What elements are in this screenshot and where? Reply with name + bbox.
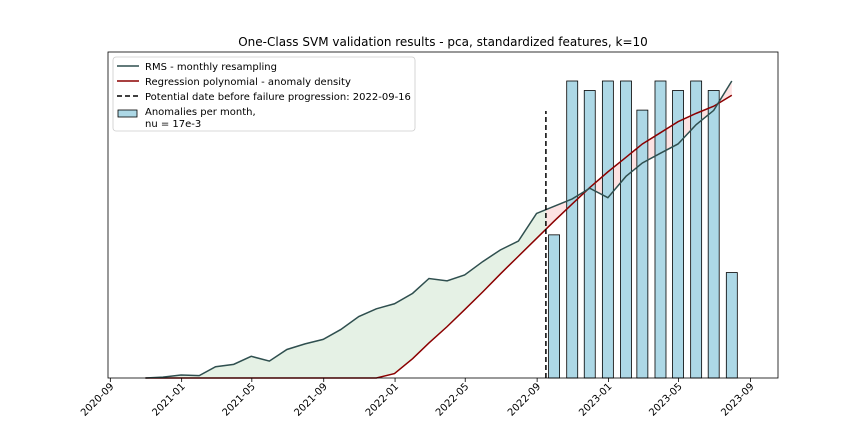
plot-frame bbox=[107, 51, 779, 379]
x-tick-label: 2021-05 bbox=[221, 381, 258, 418]
anomaly-bar bbox=[566, 80, 579, 379]
anomaly-bar bbox=[672, 90, 684, 379]
x-tick-label: 2022-09 bbox=[506, 381, 543, 418]
x-tick-label: 2023-09 bbox=[719, 381, 756, 418]
anomaly-bar bbox=[654, 80, 667, 379]
legend-label: Potential date before failure progressio… bbox=[145, 92, 411, 103]
legend-label-line: nu = 17e-3 bbox=[145, 119, 201, 130]
anomaly-bar bbox=[583, 90, 596, 379]
x-tick-label: 2021-01 bbox=[150, 381, 187, 418]
legend-label-line: RMS - monthly resampling bbox=[145, 62, 277, 73]
x-tick-label: 2022-01 bbox=[364, 381, 401, 418]
x-tick-label: 2023-05 bbox=[647, 381, 684, 418]
legend-label: Regression polynomial - anomaly density bbox=[145, 77, 351, 88]
x-tick-label: 2023-01 bbox=[577, 381, 614, 418]
legend-label-line: Potential date before failure progressio… bbox=[145, 92, 411, 103]
anomaly-bar bbox=[548, 234, 560, 379]
anomaly-bar bbox=[707, 90, 720, 379]
legend-label-line: Anomalies per month, bbox=[145, 107, 256, 118]
x-tick-label: 2021-09 bbox=[293, 381, 330, 418]
legend: RMS - monthly resampling Regression polyn… bbox=[112, 56, 416, 132]
pre-failure-fill bbox=[145, 209, 546, 378]
anomaly-bar bbox=[636, 109, 649, 379]
x-tick-label: 2022-05 bbox=[434, 381, 471, 418]
x-tick-label: 2020-09 bbox=[79, 381, 116, 418]
x-axis-ticks: 2020-09 2021-01 2021-05 2021-09 2022-01 2022-… bbox=[79, 378, 757, 419]
legend-swatch-bar bbox=[117, 109, 138, 118]
chart-title: One-Class SVM validation results - pca, … bbox=[238, 35, 648, 49]
legend-label: Anomalies per month, nu = 17e-3 bbox=[145, 107, 256, 130]
anomaly-bars bbox=[548, 80, 738, 379]
legend-label-line: Regression polynomial - anomaly density bbox=[145, 77, 351, 88]
legend-box bbox=[112, 56, 416, 132]
rms-line bbox=[145, 80, 733, 379]
anomaly-bar bbox=[725, 272, 738, 379]
anomaly-bar bbox=[601, 80, 614, 379]
anomaly-bar bbox=[620, 80, 632, 379]
legend-label: RMS - monthly resampling bbox=[145, 62, 277, 73]
